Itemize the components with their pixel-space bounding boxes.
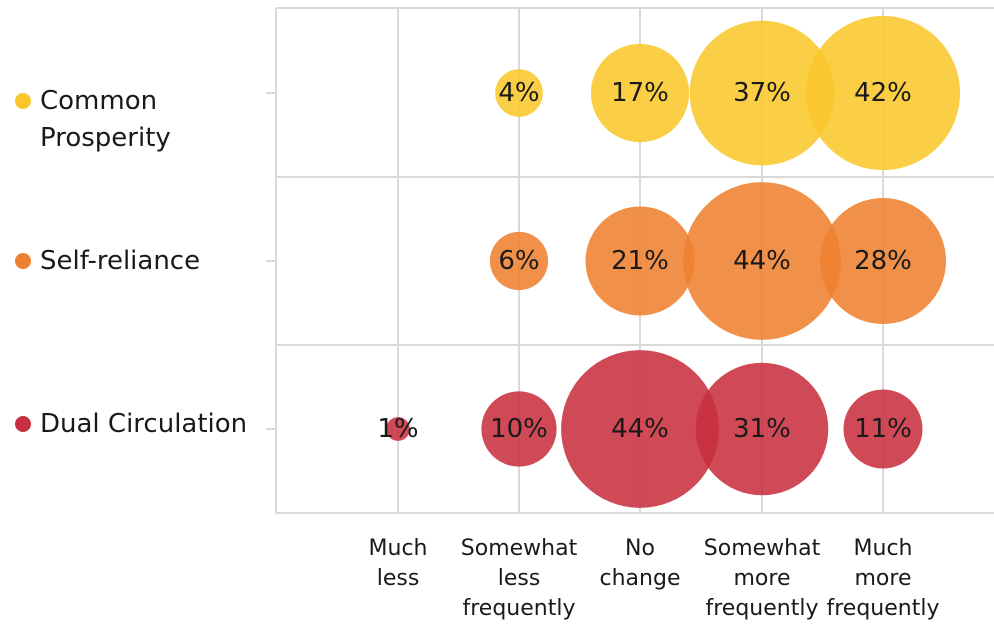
bubble (695, 362, 829, 496)
bubble (386, 417, 410, 441)
series-label: Prosperity (40, 123, 171, 153)
bubble (495, 69, 543, 117)
data-label: 28% (854, 246, 912, 276)
data-label: 37% (733, 78, 791, 108)
legend-dot (15, 253, 31, 269)
bubble (585, 206, 695, 316)
bubbles (386, 15, 961, 508)
series-label: Self-reliance (40, 246, 200, 276)
bubble (689, 20, 835, 166)
data-label: 21% (611, 246, 669, 276)
data-label: 10% (490, 414, 548, 444)
data-label: 17% (611, 78, 669, 108)
category-tick-label: Somewhat more frequently (704, 536, 821, 621)
bubble (489, 231, 549, 291)
bubble (805, 15, 961, 171)
category-tick-label: Much more frequently (827, 536, 940, 621)
category-tick-label: Somewhat less frequently (461, 536, 578, 621)
category-tick-label: Much less (369, 536, 428, 591)
value-labels: 4% 17% 37% 42% 6% 21% 44% 28% 1% 10% 44% 31% 11% (377, 78, 912, 444)
data-label: 4% (498, 78, 539, 108)
bubble (561, 350, 719, 508)
data-label: 44% (733, 246, 791, 276)
data-label: 42% (854, 78, 912, 108)
data-label: 1% (377, 414, 418, 444)
legend-dot (15, 416, 31, 432)
row-legend: Common Prosperity Self-reliance Dual Circul… (15, 86, 247, 439)
series-label: Dual Circulation (40, 409, 247, 439)
data-label: 31% (733, 414, 791, 444)
bubble (683, 182, 841, 340)
data-label: 11% (854, 414, 912, 444)
category-axis: Much less Somewhat less frequently No change So… (369, 536, 940, 621)
legend-dot (15, 93, 31, 109)
bubble (481, 391, 557, 467)
data-label: 44% (611, 414, 669, 444)
bubble (590, 43, 690, 143)
series-label: Common (40, 86, 157, 116)
data-label: 6% (498, 246, 539, 276)
bubble (843, 389, 923, 469)
bubble (820, 198, 946, 324)
category-tick-label: No change (600, 536, 681, 591)
